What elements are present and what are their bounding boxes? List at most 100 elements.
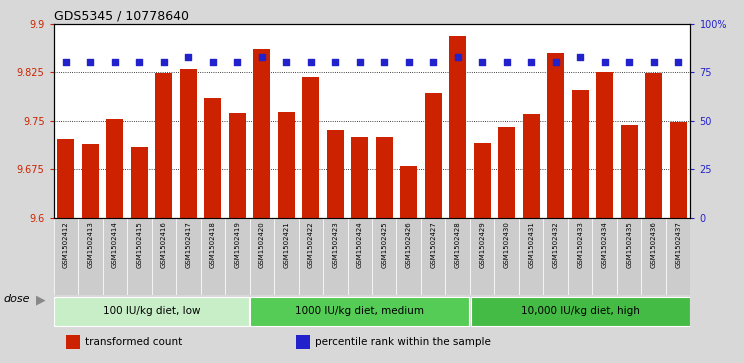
Bar — [421, 218, 446, 295]
Bar — [274, 218, 298, 295]
Text: transformed count: transformed count — [86, 337, 183, 347]
Bar — [449, 36, 466, 218]
Bar — [617, 218, 641, 295]
Point — [280, 60, 292, 65]
Bar — [376, 138, 393, 218]
Bar — [519, 218, 543, 295]
Bar — [155, 73, 173, 218]
Bar — [641, 218, 666, 295]
Point — [207, 60, 219, 65]
Bar — [571, 90, 589, 218]
Point — [109, 60, 121, 65]
Point — [525, 60, 537, 65]
Point — [452, 54, 464, 60]
Point — [231, 60, 243, 65]
Point — [305, 60, 317, 65]
Text: GSM1502418: GSM1502418 — [210, 221, 216, 269]
Text: GSM1502412: GSM1502412 — [62, 221, 68, 268]
Point — [574, 54, 586, 60]
Bar — [253, 49, 270, 218]
Text: GSM1502434: GSM1502434 — [602, 221, 608, 268]
Bar — [78, 218, 103, 295]
Text: 100 IU/kg diet, low: 100 IU/kg diet, low — [103, 306, 200, 316]
Text: GSM1502421: GSM1502421 — [283, 221, 289, 268]
Bar — [103, 218, 127, 295]
Point — [427, 60, 439, 65]
Text: 1000 IU/kg diet, medium: 1000 IU/kg diet, medium — [295, 306, 424, 316]
Bar — [295, 335, 310, 349]
Bar — [670, 122, 687, 218]
Bar — [327, 130, 344, 218]
Bar — [470, 218, 495, 295]
Bar — [474, 143, 491, 218]
Bar — [180, 69, 197, 218]
Point — [623, 60, 635, 65]
Bar — [298, 218, 323, 295]
Point — [133, 60, 145, 65]
Bar — [547, 53, 564, 218]
Bar — [522, 114, 540, 218]
Point — [673, 60, 684, 65]
Text: GDS5345 / 10778640: GDS5345 / 10778640 — [54, 9, 188, 23]
Bar — [152, 218, 176, 295]
Text: GSM1502414: GSM1502414 — [112, 221, 118, 268]
Point — [550, 60, 562, 65]
Bar — [127, 218, 152, 295]
Point — [501, 60, 513, 65]
Point — [599, 60, 611, 65]
Bar — [54, 297, 248, 326]
Bar — [620, 125, 638, 218]
Text: GSM1502415: GSM1502415 — [136, 221, 142, 268]
Bar — [372, 218, 397, 295]
Bar — [543, 218, 568, 295]
Text: GSM1502433: GSM1502433 — [577, 221, 583, 269]
Bar — [82, 144, 99, 218]
Bar — [204, 98, 222, 218]
Text: GSM1502427: GSM1502427 — [430, 221, 436, 268]
Text: GSM1502429: GSM1502429 — [479, 221, 485, 268]
Bar — [351, 138, 368, 218]
Text: GSM1502417: GSM1502417 — [185, 221, 191, 269]
Text: 10,000 IU/kg diet, high: 10,000 IU/kg diet, high — [521, 306, 640, 316]
Bar — [106, 119, 124, 218]
Bar — [400, 166, 417, 218]
Bar — [278, 112, 295, 218]
Text: GSM1502431: GSM1502431 — [528, 221, 534, 269]
Bar — [568, 218, 592, 295]
Bar — [645, 73, 662, 218]
Point — [182, 54, 194, 60]
Text: GSM1502425: GSM1502425 — [381, 221, 387, 268]
Point — [476, 60, 488, 65]
Bar — [471, 297, 690, 326]
Bar — [249, 218, 274, 295]
Point — [403, 60, 414, 65]
Text: GSM1502413: GSM1502413 — [87, 221, 93, 269]
Point — [256, 54, 268, 60]
Text: dose: dose — [4, 294, 31, 305]
Text: GSM1502432: GSM1502432 — [553, 221, 559, 268]
Text: ▶: ▶ — [36, 293, 45, 306]
Point — [378, 60, 390, 65]
Bar — [666, 218, 690, 295]
Bar — [592, 218, 617, 295]
Text: GSM1502436: GSM1502436 — [651, 221, 657, 269]
Bar — [225, 218, 249, 295]
Text: GSM1502422: GSM1502422 — [308, 221, 314, 268]
Bar — [201, 218, 225, 295]
Bar — [131, 147, 148, 218]
Bar — [176, 218, 201, 295]
Bar — [66, 335, 80, 349]
Bar — [54, 218, 78, 295]
Bar — [347, 218, 372, 295]
Text: GSM1502424: GSM1502424 — [357, 221, 363, 268]
Text: GSM1502420: GSM1502420 — [259, 221, 265, 268]
Text: GSM1502437: GSM1502437 — [676, 221, 682, 269]
Bar — [323, 218, 347, 295]
Point — [648, 60, 660, 65]
Point — [60, 60, 71, 65]
Text: GSM1502419: GSM1502419 — [234, 221, 240, 269]
Bar — [498, 127, 516, 218]
Bar — [495, 218, 519, 295]
Bar — [446, 218, 470, 295]
Point — [84, 60, 96, 65]
